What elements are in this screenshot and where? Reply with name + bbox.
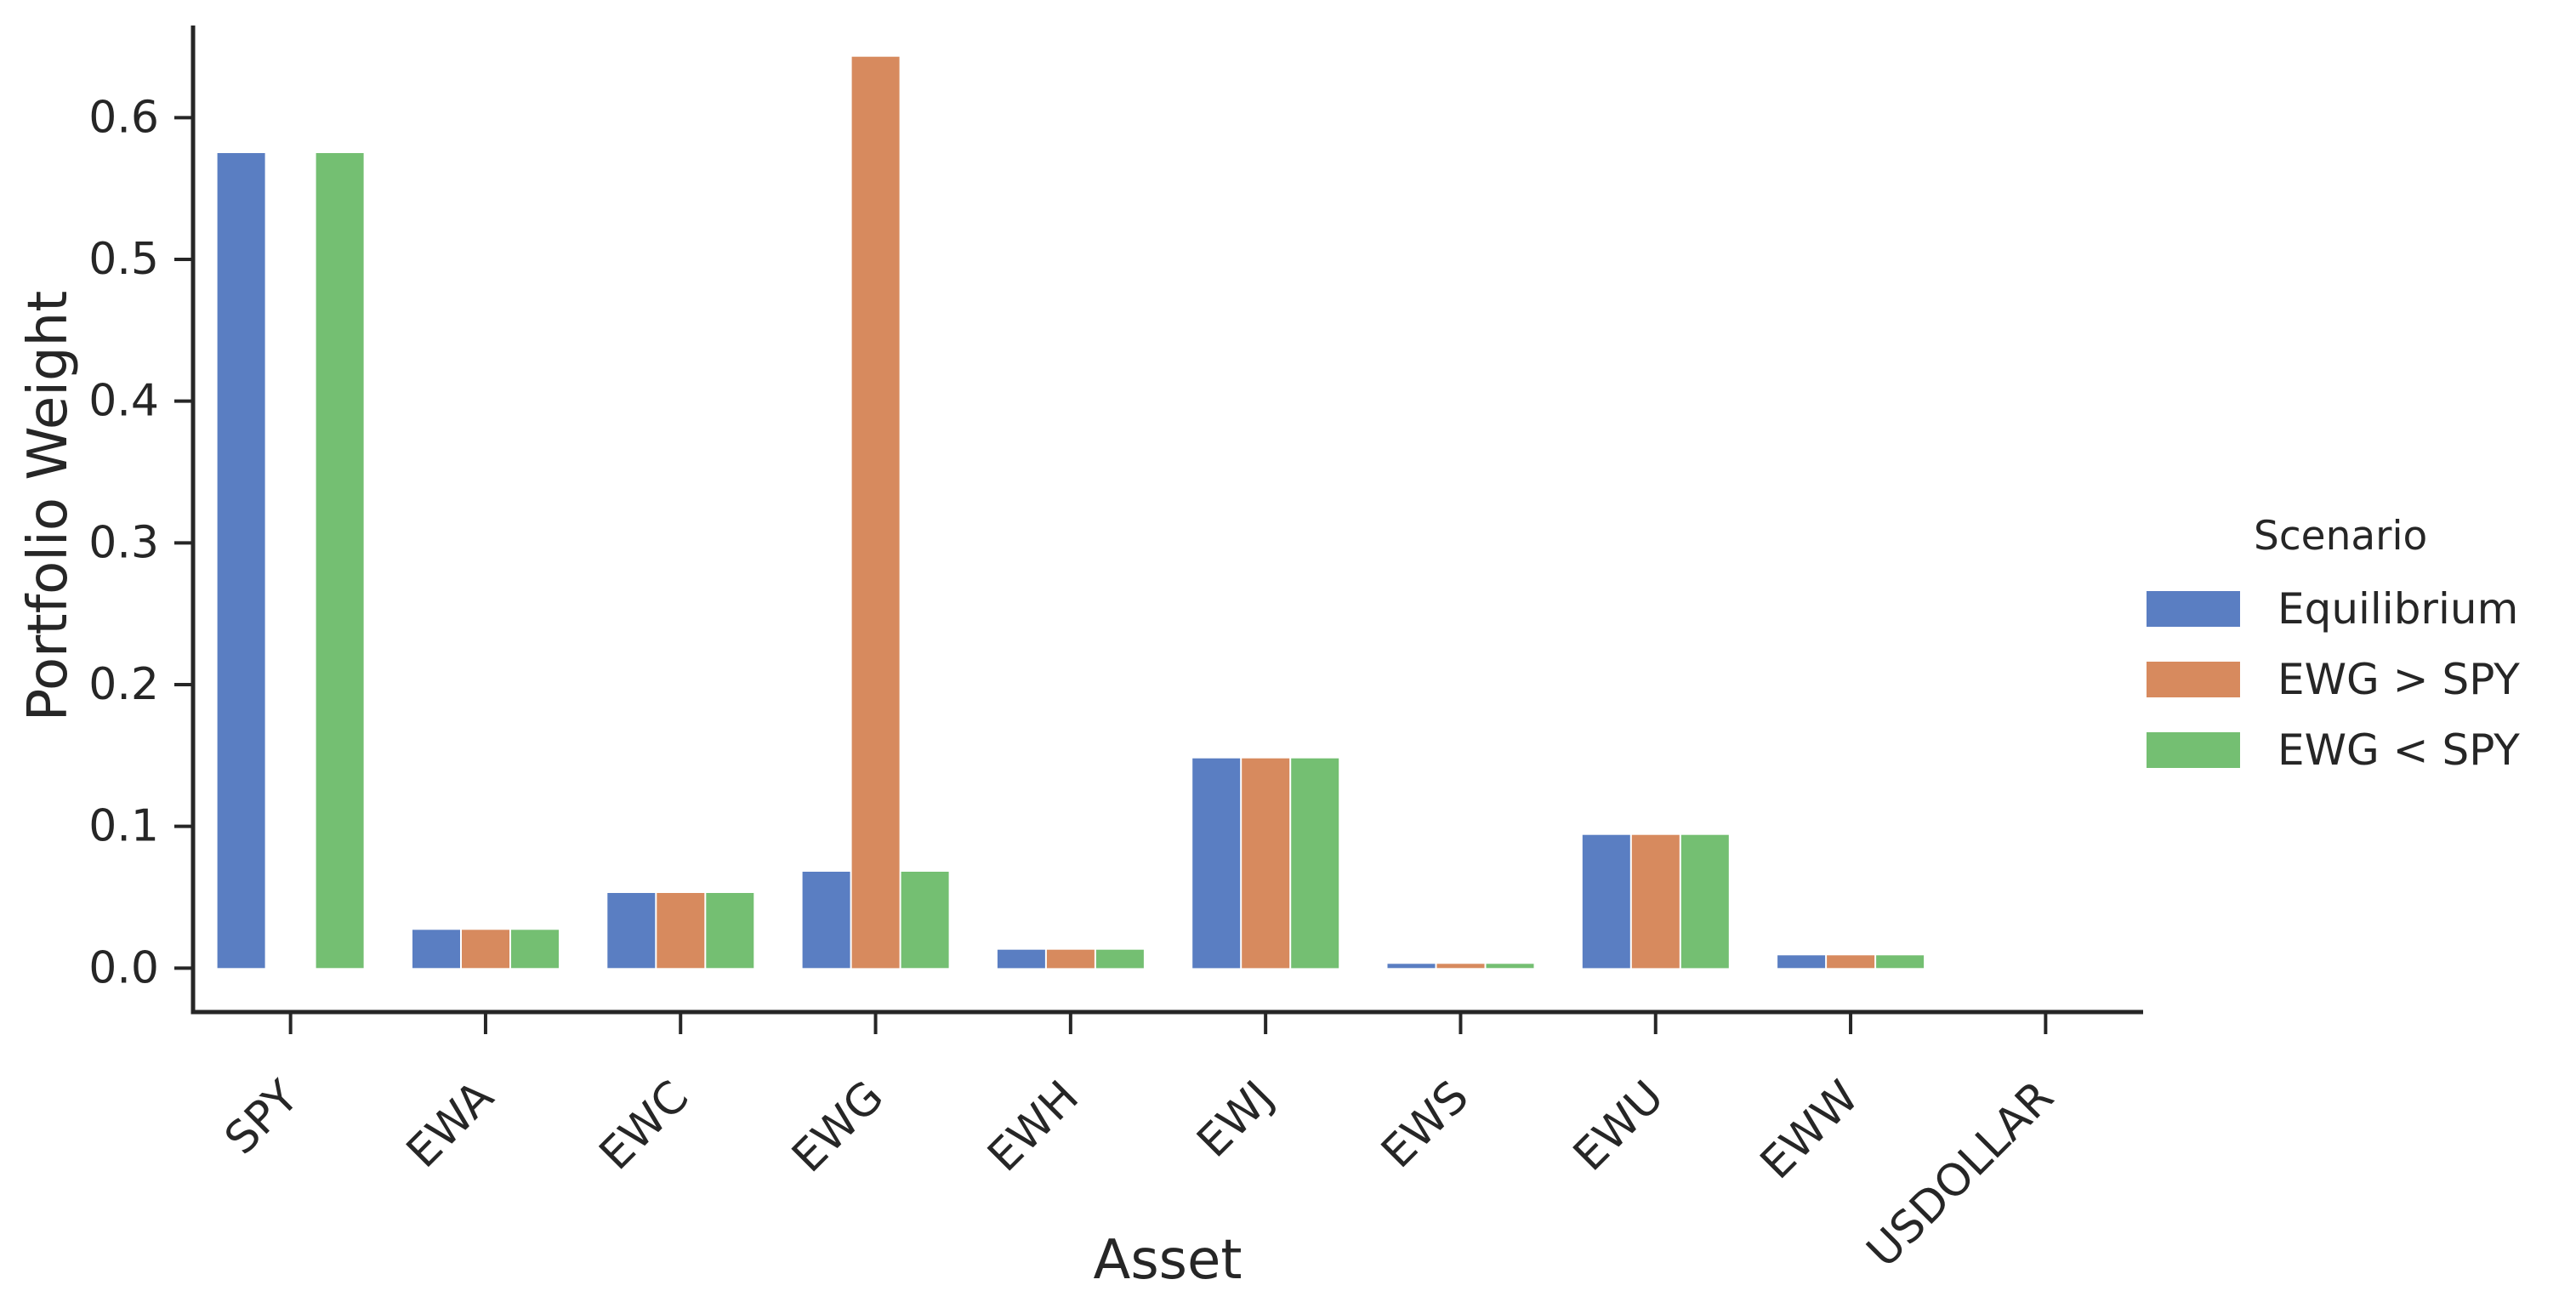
x-tick-label-EWH: EWH (978, 1072, 1089, 1182)
x-tick-label-USDOLLAR: USDOLLAR (1857, 1072, 2063, 1277)
bar-SPY-0 (217, 153, 265, 969)
y-tick-label: 0.5 (88, 234, 159, 285)
y-tick-label: 0.2 (88, 659, 159, 710)
legend-label-0: Equilibrium (2277, 584, 2519, 634)
x-tick-label-EWC: EWC (590, 1072, 699, 1180)
x-tick-label-EWU: EWU (1564, 1072, 1674, 1181)
x-tick-label-EWG: EWG (782, 1072, 894, 1183)
bar-EWG-2 (901, 872, 949, 969)
bar-EWG-0 (802, 872, 850, 969)
y-tick-label: 0.4 (88, 376, 159, 427)
legend: Scenario Equilibrium EWG > SPY EWG < SPY (2141, 513, 2520, 801)
legend-title: Scenario (2254, 513, 2428, 560)
bar-EWS-1 (1436, 964, 1485, 969)
legend-entry-0: Equilibrium (2141, 584, 2520, 634)
bar-EWA-0 (412, 930, 460, 969)
x-tick-label-EWJ: EWJ (1187, 1072, 1283, 1168)
legend-entry-2: EWG < SPY (2141, 725, 2520, 775)
y-tick-label: 0.1 (88, 801, 159, 852)
bar-EWU-2 (1680, 834, 1729, 969)
bar-EWU-0 (1582, 834, 1630, 969)
bar-EWC-1 (657, 893, 705, 969)
bar-EWJ-2 (1291, 758, 1339, 969)
legend-swatch-1 (2147, 662, 2240, 697)
legend-swatch-0 (2147, 591, 2240, 627)
bar-EWC-0 (607, 893, 656, 969)
y-tick-label: 0.6 (88, 92, 159, 143)
legend-entry-1: EWG > SPY (2141, 655, 2520, 704)
bar-EWJ-1 (1242, 758, 1290, 969)
bar-EWH-2 (1095, 949, 1144, 969)
x-tick-label-EWS: EWS (1372, 1072, 1478, 1178)
bar-EWA-1 (462, 930, 509, 969)
bar-EWW-0 (1777, 955, 1826, 969)
x-tick-label-SPY: SPY (215, 1072, 309, 1165)
x-tick-label-EWW: EWW (1751, 1072, 1868, 1189)
bar-EWC-2 (706, 893, 754, 969)
bar-EWS-2 (1486, 964, 1534, 969)
legend-label-2: EWG < SPY (2277, 725, 2520, 775)
bar-SPY-2 (316, 153, 364, 969)
x-tick-label-EWA: EWA (397, 1071, 503, 1177)
x-axis-title: Asset (1093, 1229, 1243, 1292)
bar-EWS-0 (1387, 964, 1436, 969)
bar-EWJ-0 (1192, 758, 1241, 969)
bar-EWU-1 (1631, 834, 1680, 969)
bar-EWA-2 (511, 930, 559, 969)
bar-EWW-1 (1827, 955, 1875, 969)
y-tick-label: 0.0 (88, 942, 159, 993)
y-axis-title: Portfolio Weight (17, 290, 80, 722)
bar-EWH-1 (1046, 949, 1095, 969)
bar-EWG-1 (851, 56, 900, 969)
legend-swatch-2 (2147, 732, 2240, 768)
bar-EWH-0 (997, 949, 1045, 969)
bar-EWW-2 (1876, 955, 1925, 969)
legend-label-1: EWG > SPY (2277, 655, 2520, 704)
y-tick-label: 0.3 (88, 517, 159, 568)
